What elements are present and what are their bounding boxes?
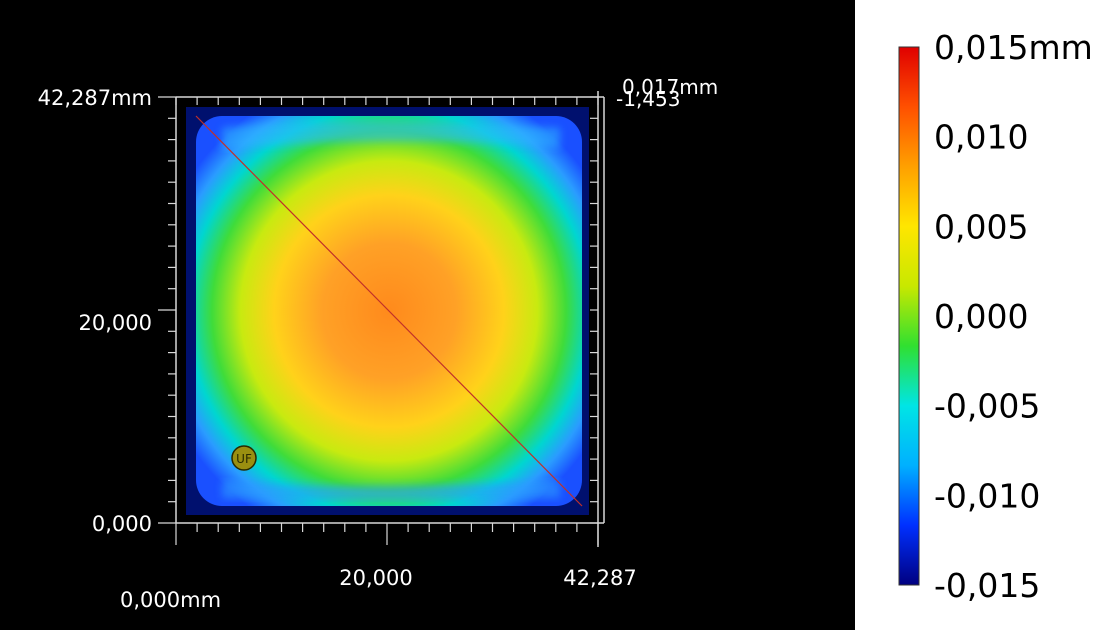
colorbar-tick-label: 0,015mm xyxy=(934,28,1093,67)
x-tick-label-mid: 20,000 xyxy=(339,566,412,590)
z-corner-label-2: -1,453 xyxy=(616,87,680,111)
colorbar-tick-label: -0,005 xyxy=(934,387,1040,426)
axis-frame xyxy=(175,91,605,547)
colorbar-labels: 0,015mm 0,010 0,005 0,000 -0,005 -0,010 -0,015 xyxy=(934,28,1093,605)
y-tick-label-mid: 20,000 xyxy=(79,311,152,335)
heatmap-surface: UF xyxy=(186,107,589,515)
x-tick-label-left: 0,000mm xyxy=(120,588,221,612)
surface-bottom-band xyxy=(222,480,560,501)
z-corner-label-1: 0,017mm xyxy=(622,75,718,99)
marker-label: UF xyxy=(236,452,252,466)
y-tick-label-bottom: 0,000 xyxy=(92,512,152,536)
y-tick-label-top: 42,287mm xyxy=(38,86,152,110)
diagonal-line xyxy=(195,115,583,507)
surface-top-band xyxy=(222,121,560,150)
legend-background xyxy=(855,0,1110,630)
marker-circle xyxy=(231,445,257,471)
colorbar: 0,015mm 0,010 0,005 0,000 -0,005 -0,010 -0,015 xyxy=(898,28,1093,605)
colorbar-bar xyxy=(898,46,920,586)
colorbar-tick-label: -0,010 xyxy=(934,476,1040,515)
colorbar-tick-label: 0,010 xyxy=(934,118,1028,157)
x-tick-label-right: 42,287 xyxy=(563,566,636,590)
colorbar-tick-label: -0,015 xyxy=(934,566,1040,605)
axis-ticks xyxy=(158,96,599,545)
colorbar-tick-label: 0,005 xyxy=(934,207,1028,246)
colorbar-tick-label: 0,000 xyxy=(934,297,1028,336)
